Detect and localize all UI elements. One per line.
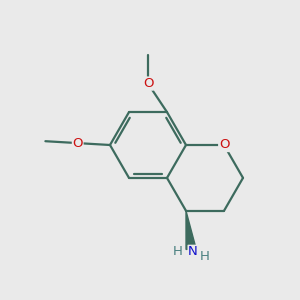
Text: H: H <box>200 250 210 263</box>
Text: H: H <box>173 245 183 258</box>
Polygon shape <box>186 211 196 250</box>
Text: O: O <box>143 77 153 90</box>
Text: O: O <box>73 136 83 150</box>
Text: N: N <box>188 245 198 258</box>
Text: O: O <box>219 139 229 152</box>
